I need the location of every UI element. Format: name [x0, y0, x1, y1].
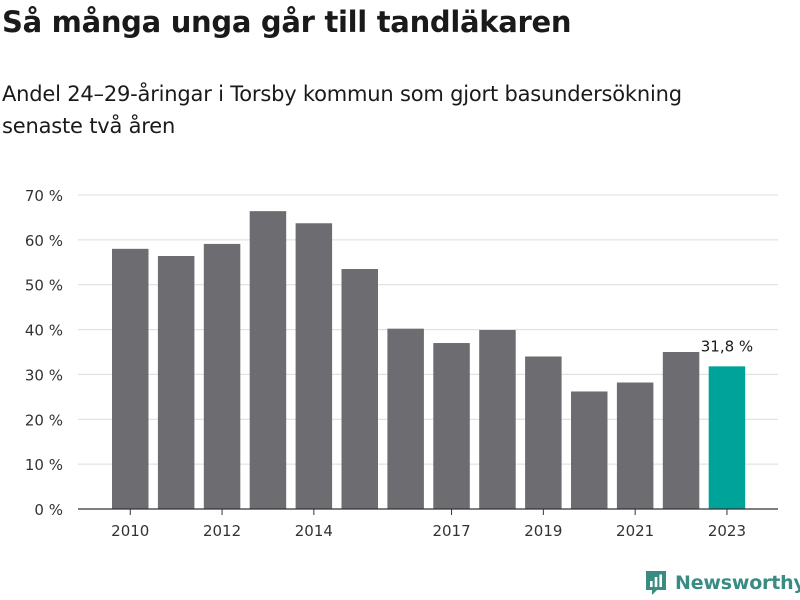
x-tick-label: 2017: [432, 522, 470, 540]
bar-2021: [616, 382, 654, 509]
bar-2010: [112, 248, 149, 510]
bar-2015: [341, 269, 378, 509]
data-label-2023: 31,8 %: [701, 337, 753, 355]
bars: [112, 211, 746, 510]
bar-2020: [571, 391, 608, 509]
brand-name: Newsworthy: [675, 572, 800, 594]
y-tick-label: 50 %: [25, 277, 63, 295]
chart-title: Så många unga går till tandläkaren: [2, 5, 572, 39]
bar-2017: [433, 343, 470, 509]
x-tick-label: 2021: [616, 522, 654, 540]
bar-2018: [479, 330, 516, 509]
bar-2016: [387, 328, 424, 509]
y-tick-label: 40 %: [25, 322, 63, 340]
gridlines: [78, 194, 778, 465]
y-tick-label: 10 %: [25, 456, 63, 474]
x-tick-label: 2019: [524, 522, 562, 540]
x-tick-label: 2014: [295, 522, 333, 540]
bar-2023: [708, 366, 746, 509]
bar-2014: [295, 223, 333, 509]
data-labels: 31,8 %: [701, 337, 753, 355]
newsworthy-logo-icon: [646, 571, 666, 595]
newsworthy-brand: Newsworthy: [644, 569, 800, 597]
bar-2013: [249, 211, 287, 510]
x-axis-ticks: 2010 2012 2014 2017 2019 2021 2023: [111, 509, 746, 540]
bar-2012: [203, 243, 241, 509]
y-tick-label: 30 %: [25, 366, 63, 384]
x-tick-label: 2012: [203, 522, 241, 540]
bar-2019: [525, 356, 562, 509]
x-tick-label: 2023: [708, 522, 746, 540]
x-tick-label: 2010: [111, 522, 149, 540]
y-tick-label: 70 %: [25, 187, 63, 205]
bar-2022: [662, 352, 700, 509]
y-tick-label: 0 %: [34, 501, 63, 519]
y-axis-ticks: 0 % 10 % 20 % 30 % 40 % 50 % 60 % 70 %: [25, 187, 63, 519]
chart-subtitle: Andel 24–29-åringar i Torsby kommun som …: [2, 82, 682, 138]
y-tick-label: 20 %: [25, 411, 63, 429]
bar-2011: [157, 256, 195, 509]
y-tick-label: 60 %: [25, 232, 63, 250]
